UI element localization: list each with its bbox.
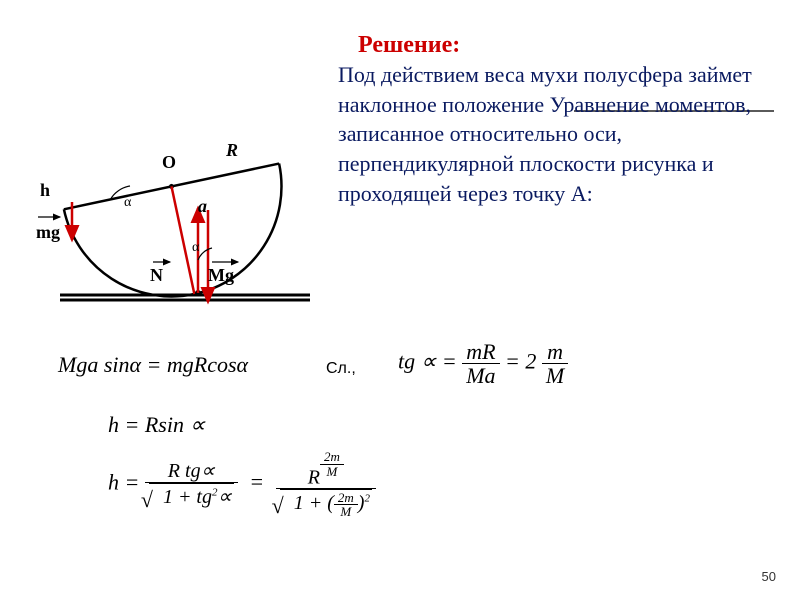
label-Mg: Mg <box>208 265 234 286</box>
hemisphere-diagram <box>20 90 340 350</box>
label-O: O <box>162 152 176 173</box>
label-alpha-1: α <box>124 195 131 211</box>
equation-h2: h = R tg∝ √1 + tg2∝ = R 2m M √1 + ( 2m M… <box>108 450 376 519</box>
tg-lhs: tg ∝ = <box>398 349 457 374</box>
h2-lhs: h = <box>108 469 145 494</box>
eq-sep: = <box>243 469 270 494</box>
equation-tg: tg ∝ = mR Ma = 2 m M <box>398 340 568 387</box>
tg-eq2: = 2 <box>505 349 536 374</box>
label-R: R <box>226 140 238 161</box>
label-mg: mg <box>36 222 60 243</box>
h2-frac2: R 2m M √1 + ( 2m M )2 <box>276 450 376 519</box>
problem-text: Под действием веса мухи полусфера займет… <box>338 60 778 208</box>
equation-h1: h = Rsin ∝ <box>108 412 205 438</box>
solution-title: Решение: <box>358 32 460 59</box>
label-a: a <box>198 196 207 217</box>
tg-frac2: m M <box>542 340 568 387</box>
equation-moments: Mga sinα = mgRcosα <box>58 352 248 378</box>
sl-label: Сл., <box>326 360 356 378</box>
tg-frac1: mR Ma <box>462 340 499 387</box>
page-number: 50 <box>762 569 776 584</box>
label-alpha-2: α <box>192 240 199 256</box>
h2-frac1: R tg∝ √1 + tg2∝ <box>145 461 238 508</box>
label-h: h <box>40 180 50 201</box>
label-N: N <box>150 265 163 286</box>
